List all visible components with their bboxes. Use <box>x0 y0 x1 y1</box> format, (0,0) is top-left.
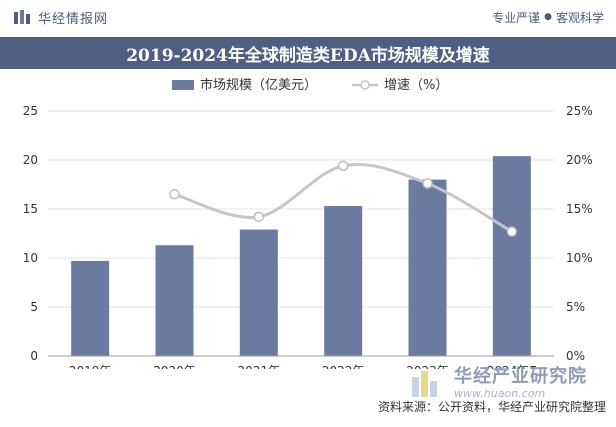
y-right-tick-label: 15% <box>566 202 593 216</box>
bar <box>408 179 447 356</box>
bar <box>492 156 531 356</box>
y-left-tick-label: 15 <box>23 202 38 216</box>
footer-logo-en: www.huaon.com <box>454 387 546 400</box>
bar <box>324 206 363 356</box>
chart-title-bar: 2019-2024年全球制造类EDA市场规模及增速 <box>0 37 616 69</box>
growth-point <box>169 189 180 200</box>
brand-logo-icon <box>14 10 30 24</box>
x-tick-label: 2020年 <box>153 364 196 369</box>
bars <box>71 156 531 356</box>
growth-line <box>169 160 518 237</box>
slogan-dot: ● <box>544 12 552 22</box>
y-left-tick-label: 25 <box>23 104 38 118</box>
source-note: 资料来源：公开资料，华经产业研究院整理 <box>377 400 606 414</box>
legend: 市场规模（亿美元） 增速（%） <box>172 77 448 93</box>
slogan-left: 专业严谨 <box>492 10 541 25</box>
y-left-tick-label: 20 <box>23 153 38 167</box>
legend-line-label: 增速（%） <box>384 78 448 93</box>
footer-logo-cn: 华经产业研究院 <box>454 366 587 387</box>
chart-title: 2019-2024年全球制造类EDA市场规模及增速 <box>126 45 490 66</box>
growth-point <box>506 226 518 237</box>
axes: 0 5 10 15 20 25 0% 5% 10% 15% 20% 25% 2019年 2020年 2021… <box>23 104 593 369</box>
chart: 市场规模（亿美元） 增速（%） 0 5 10 15 20 25 0% 5% 10% 15% 20% 2… <box>23 77 593 369</box>
y-right-tick-label: 20% <box>566 153 593 167</box>
legend-bar-label: 市场规模（亿美元） <box>200 77 317 93</box>
x-tick-label: 2022年 <box>322 364 365 369</box>
x-tick-label: 2024年E <box>487 364 537 369</box>
y-right-tick-label: 25% <box>566 104 593 118</box>
huajing-logo-icon <box>412 370 437 397</box>
y-right-tick-label: 5% <box>566 300 585 314</box>
x-tick-label: 2021年 <box>238 364 281 369</box>
legend-line-marker <box>360 80 370 90</box>
slogan-right: 客观科学 <box>555 10 604 25</box>
growth-point <box>422 178 433 189</box>
legend-bar-swatch <box>172 80 194 90</box>
bar <box>239 229 278 356</box>
brand-name: 华经情报网 <box>38 11 109 27</box>
bar <box>155 245 194 356</box>
x-tick-label: 2019年 <box>69 364 112 369</box>
top-bar: 华经情报网 专业严谨 ● 客观科学 <box>0 0 616 34</box>
y-left-tick-label: 0 <box>30 349 38 363</box>
y-right-tick-label: 10% <box>566 251 593 265</box>
slogan: 专业严谨 ● 客观科学 <box>492 9 604 26</box>
footer-logo: 华经产业研究院 www.huaon.com <box>410 368 587 399</box>
y-left-tick-label: 5 <box>30 300 38 314</box>
brand: 华经情报网 <box>14 8 108 27</box>
gridlines <box>48 110 554 308</box>
x-tick-label: 2023年 <box>406 364 449 369</box>
growth-point <box>253 211 265 223</box>
y-left-tick-label: 10 <box>23 251 38 265</box>
y-right-tick-label: 0% <box>566 349 585 363</box>
growth-point <box>337 160 349 172</box>
bar <box>71 260 110 356</box>
